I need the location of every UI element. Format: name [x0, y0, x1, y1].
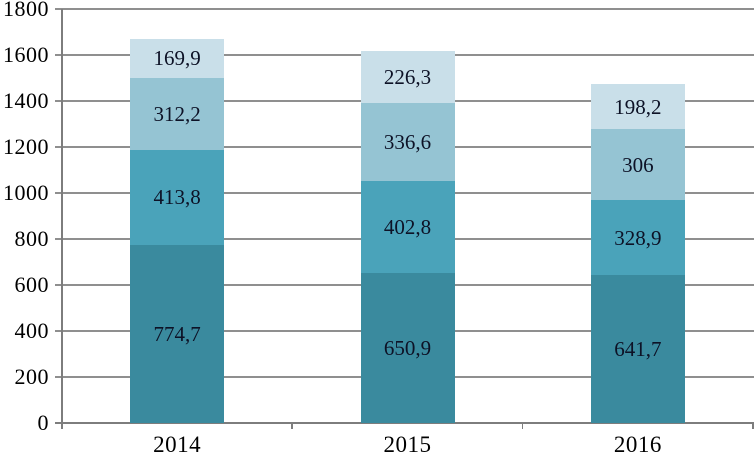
bar-value-label: 402,8	[383, 214, 432, 239]
y-tick-label: 1200	[3, 134, 49, 159]
bar-value-label: 328,9	[614, 225, 662, 250]
y-tick-label: 600	[14, 272, 49, 297]
bar-value-label: 312,2	[153, 101, 201, 126]
x-tick-mark	[521, 423, 524, 429]
x-tick-mark	[291, 423, 293, 429]
y-tick-label: 800	[14, 226, 49, 251]
bar-segment	[360, 51, 455, 104]
bar-value-label: 226,3	[383, 65, 432, 90]
bar-segment	[590, 83, 685, 130]
gridline	[55, 8, 754, 10]
bar-value-label: 306	[622, 152, 654, 177]
bar-segment	[360, 180, 455, 274]
bar-segment	[590, 275, 685, 423]
bar-value-label: 413,8	[153, 185, 201, 210]
y-tick-label: 400	[14, 318, 49, 343]
bar-value-label: 650,9	[383, 336, 432, 361]
bar-segment	[360, 103, 455, 181]
bar-segment	[130, 38, 225, 78]
y-tick-label: 200	[14, 364, 49, 389]
bar-segment	[590, 129, 685, 200]
x-tick-mark	[752, 423, 754, 429]
bar-segment	[130, 149, 225, 245]
y-tick-label: 1400	[3, 88, 49, 113]
bar-segment	[590, 199, 685, 276]
x-axis-line	[55, 422, 754, 424]
y-tick-label: 0	[37, 410, 49, 435]
y-tick-label: 1600	[3, 42, 49, 67]
bar-value-label: 169,9	[153, 46, 201, 71]
bar-value-label: 641,7	[614, 337, 662, 362]
bar-value-label: 774,7	[153, 321, 201, 346]
bar-segment	[130, 244, 225, 423]
x-tick-label: 2014	[153, 432, 202, 457]
bar-value-label: 198,2	[614, 94, 662, 119]
y-tick-label: 1800	[3, 0, 49, 21]
bar-value-label: 336,6	[383, 129, 432, 154]
x-tick-label: 2016	[613, 432, 662, 457]
x-tick-label: 2015	[383, 432, 432, 457]
y-tick-label: 1000	[3, 180, 49, 205]
bar-segment	[360, 273, 455, 423]
bar-segment	[130, 77, 225, 150]
y-axis-line	[61, 9, 63, 429]
